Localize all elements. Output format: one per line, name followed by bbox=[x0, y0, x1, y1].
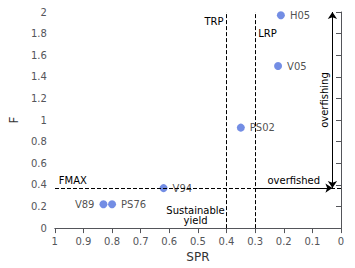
svg-text:1.2: 1.2 bbox=[31, 93, 47, 104]
svg-text:Sustainable: Sustainable bbox=[166, 204, 225, 216]
svg-text:LRP: LRP bbox=[258, 28, 277, 39]
svg-text:0.8: 0.8 bbox=[104, 236, 120, 247]
svg-text:1.6: 1.6 bbox=[31, 50, 47, 61]
svg-text:1.4: 1.4 bbox=[31, 71, 47, 82]
svg-text:FMAX: FMAX bbox=[59, 175, 87, 186]
svg-text:2: 2 bbox=[40, 7, 46, 18]
svg-text:0.1: 0.1 bbox=[304, 236, 320, 247]
svg-text:H05: H05 bbox=[290, 10, 310, 21]
svg-text:0: 0 bbox=[40, 223, 46, 234]
svg-text:1: 1 bbox=[40, 115, 46, 126]
svg-text:V94: V94 bbox=[172, 182, 193, 194]
svg-text:1: 1 bbox=[52, 236, 58, 247]
svg-text:V89: V89 bbox=[75, 199, 95, 210]
svg-text:SPR: SPR bbox=[186, 250, 209, 264]
svg-text:overfished: overfished bbox=[267, 175, 320, 186]
svg-text:0.2: 0.2 bbox=[276, 236, 292, 247]
svg-text:0.4: 0.4 bbox=[219, 236, 235, 247]
svg-text:0.9: 0.9 bbox=[75, 236, 91, 247]
svg-text:0.2: 0.2 bbox=[31, 201, 47, 212]
svg-text:PS76: PS76 bbox=[121, 199, 146, 210]
svg-text:yield: yield bbox=[184, 215, 208, 226]
svg-text:0.6: 0.6 bbox=[161, 236, 177, 247]
svg-text:TRP: TRP bbox=[203, 16, 223, 27]
svg-text:1.8: 1.8 bbox=[31, 28, 47, 39]
svg-text:0: 0 bbox=[338, 236, 344, 247]
svg-text:overfishing: overfishing bbox=[319, 72, 330, 128]
svg-text:F: F bbox=[7, 117, 21, 124]
svg-text:0.3: 0.3 bbox=[247, 236, 263, 247]
svg-text:0.8: 0.8 bbox=[31, 136, 47, 147]
svg-text:PS02: PS02 bbox=[250, 122, 275, 133]
svg-text:0.5: 0.5 bbox=[190, 236, 206, 247]
svg-text:0.7: 0.7 bbox=[133, 236, 149, 247]
svg-text:0.4: 0.4 bbox=[31, 179, 47, 190]
svg-text:0.6: 0.6 bbox=[31, 158, 47, 169]
svg-text:V05: V05 bbox=[287, 61, 307, 72]
